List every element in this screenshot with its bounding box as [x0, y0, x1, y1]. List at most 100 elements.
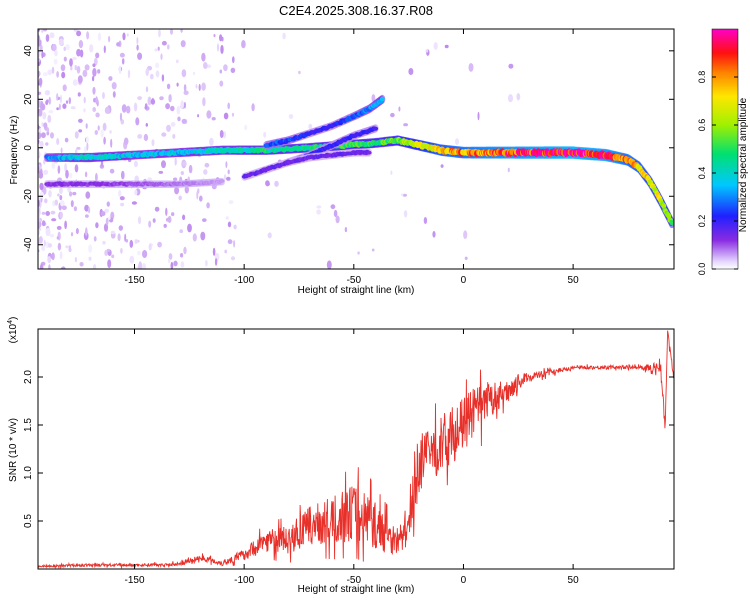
noise-speckle [183, 90, 189, 95]
noise-speckle [158, 170, 164, 174]
snr-x-label: Height of straight line (km) [298, 584, 415, 595]
snr-y-label: SNR (10 * v/v) [8, 418, 19, 482]
noise-speckle [78, 129, 83, 133]
noise-speckle [84, 171, 88, 178]
noise-speckle [333, 209, 338, 218]
noise-speckle [112, 91, 116, 98]
noise-speckle [213, 34, 216, 38]
noise-speckle [227, 221, 232, 228]
noise-speckle [150, 98, 156, 105]
noise-speckle [227, 239, 233, 245]
noise-speckle [204, 162, 210, 168]
noise-speckle [60, 200, 65, 207]
noise-speckle [85, 136, 89, 143]
noise-speckle [148, 220, 152, 228]
noise-speckle [201, 52, 206, 62]
noise-speckle [154, 206, 160, 212]
noise-speckle [220, 44, 224, 54]
noise-speckle [165, 103, 171, 110]
noise-speckle [51, 161, 56, 169]
noise-speckle [137, 216, 142, 225]
noise-speckle [166, 83, 171, 90]
noise-speckle [133, 102, 138, 112]
noise-speckle [121, 170, 125, 180]
noise-speckle [102, 240, 106, 245]
spectrogram-panel: -150 -100 -50 0 50 -40 -20 0 20 40 Height of str… [9, 28, 675, 296]
noise-speckle [143, 133, 149, 142]
noise-speckle [84, 64, 90, 71]
noise-speckle [79, 262, 84, 267]
noise-speckle [92, 76, 95, 82]
noise-speckle [88, 244, 93, 253]
spectrogram-y-label: Frequency (Hz) [9, 116, 20, 185]
noise-speckle [165, 207, 168, 216]
x-tick-label: 0 [461, 275, 467, 286]
noise-speckle [56, 236, 59, 240]
noise-speckle [231, 112, 235, 117]
noise-speckle [64, 220, 67, 230]
noise-speckle [168, 253, 173, 260]
noise-speckle [180, 253, 184, 258]
noise-speckle [46, 131, 50, 136]
noise-speckle [251, 103, 255, 112]
spectrogram-noise [38, 29, 521, 269]
noise-speckle [155, 62, 160, 68]
noise-speckle [121, 58, 125, 65]
noise-speckle [402, 193, 407, 197]
noise-speckle [43, 169, 49, 175]
noise-speckle [59, 251, 63, 260]
noise-speckle [124, 233, 127, 242]
noise-speckle [77, 75, 83, 84]
noise-speckle [42, 112, 47, 120]
noise-speckle [41, 245, 46, 252]
noise-speckle [202, 218, 207, 223]
noise-speckle [330, 204, 336, 210]
noise-speckle [403, 210, 408, 218]
noise-speckle [74, 164, 79, 173]
spectrogram-y-ticks: -40 -20 0 20 40 [23, 45, 674, 252]
noise-speckle [95, 52, 100, 59]
noise-speckle [85, 214, 89, 218]
noise-speckle [72, 79, 78, 86]
noise-speckle [64, 137, 69, 143]
noise-speckle [161, 132, 167, 137]
spectrogram-x-ticks: -150 -100 -50 0 50 [124, 29, 579, 286]
noise-speckle [102, 92, 105, 99]
noise-speckle [43, 122, 48, 129]
noise-speckle [288, 114, 294, 119]
noise-speckle [120, 247, 123, 254]
noise-speckle [107, 259, 112, 268]
noise-speckle [212, 247, 216, 256]
noise-speckle [200, 231, 206, 241]
noise-speckle [68, 97, 72, 105]
noise-speckle [202, 97, 206, 107]
noise-speckle [110, 230, 116, 235]
colorbar-tick-label: 0.4 [697, 167, 707, 180]
noise-speckle [176, 105, 181, 115]
noise-speckle [335, 215, 340, 224]
y-tick-label: 1.0 [23, 466, 34, 480]
noise-speckle [45, 227, 51, 237]
noise-speckle [181, 118, 187, 124]
noise-speckle [38, 236, 43, 244]
noise-speckle [152, 218, 156, 223]
noise-speckle [344, 227, 348, 233]
noise-speckle [160, 53, 163, 60]
noise-speckle [52, 43, 57, 52]
noise-speckle [205, 260, 208, 267]
noise-speckle [64, 163, 68, 172]
x-tick-label: -150 [124, 275, 144, 286]
snr-multiplier-base: (x10 [8, 323, 19, 343]
noise-speckle [60, 147, 63, 154]
noise-speckle [263, 131, 267, 138]
noise-speckle [159, 96, 164, 101]
noise-speckle [102, 122, 107, 131]
colorbar-frame [711, 28, 739, 270]
noise-speckle [183, 101, 186, 109]
noise-speckle [142, 263, 146, 269]
noise-speckle [72, 191, 77, 196]
noise-speckle [60, 64, 66, 72]
noise-speckle [142, 250, 148, 258]
noise-speckle [39, 108, 43, 117]
noise-speckle [92, 107, 96, 112]
